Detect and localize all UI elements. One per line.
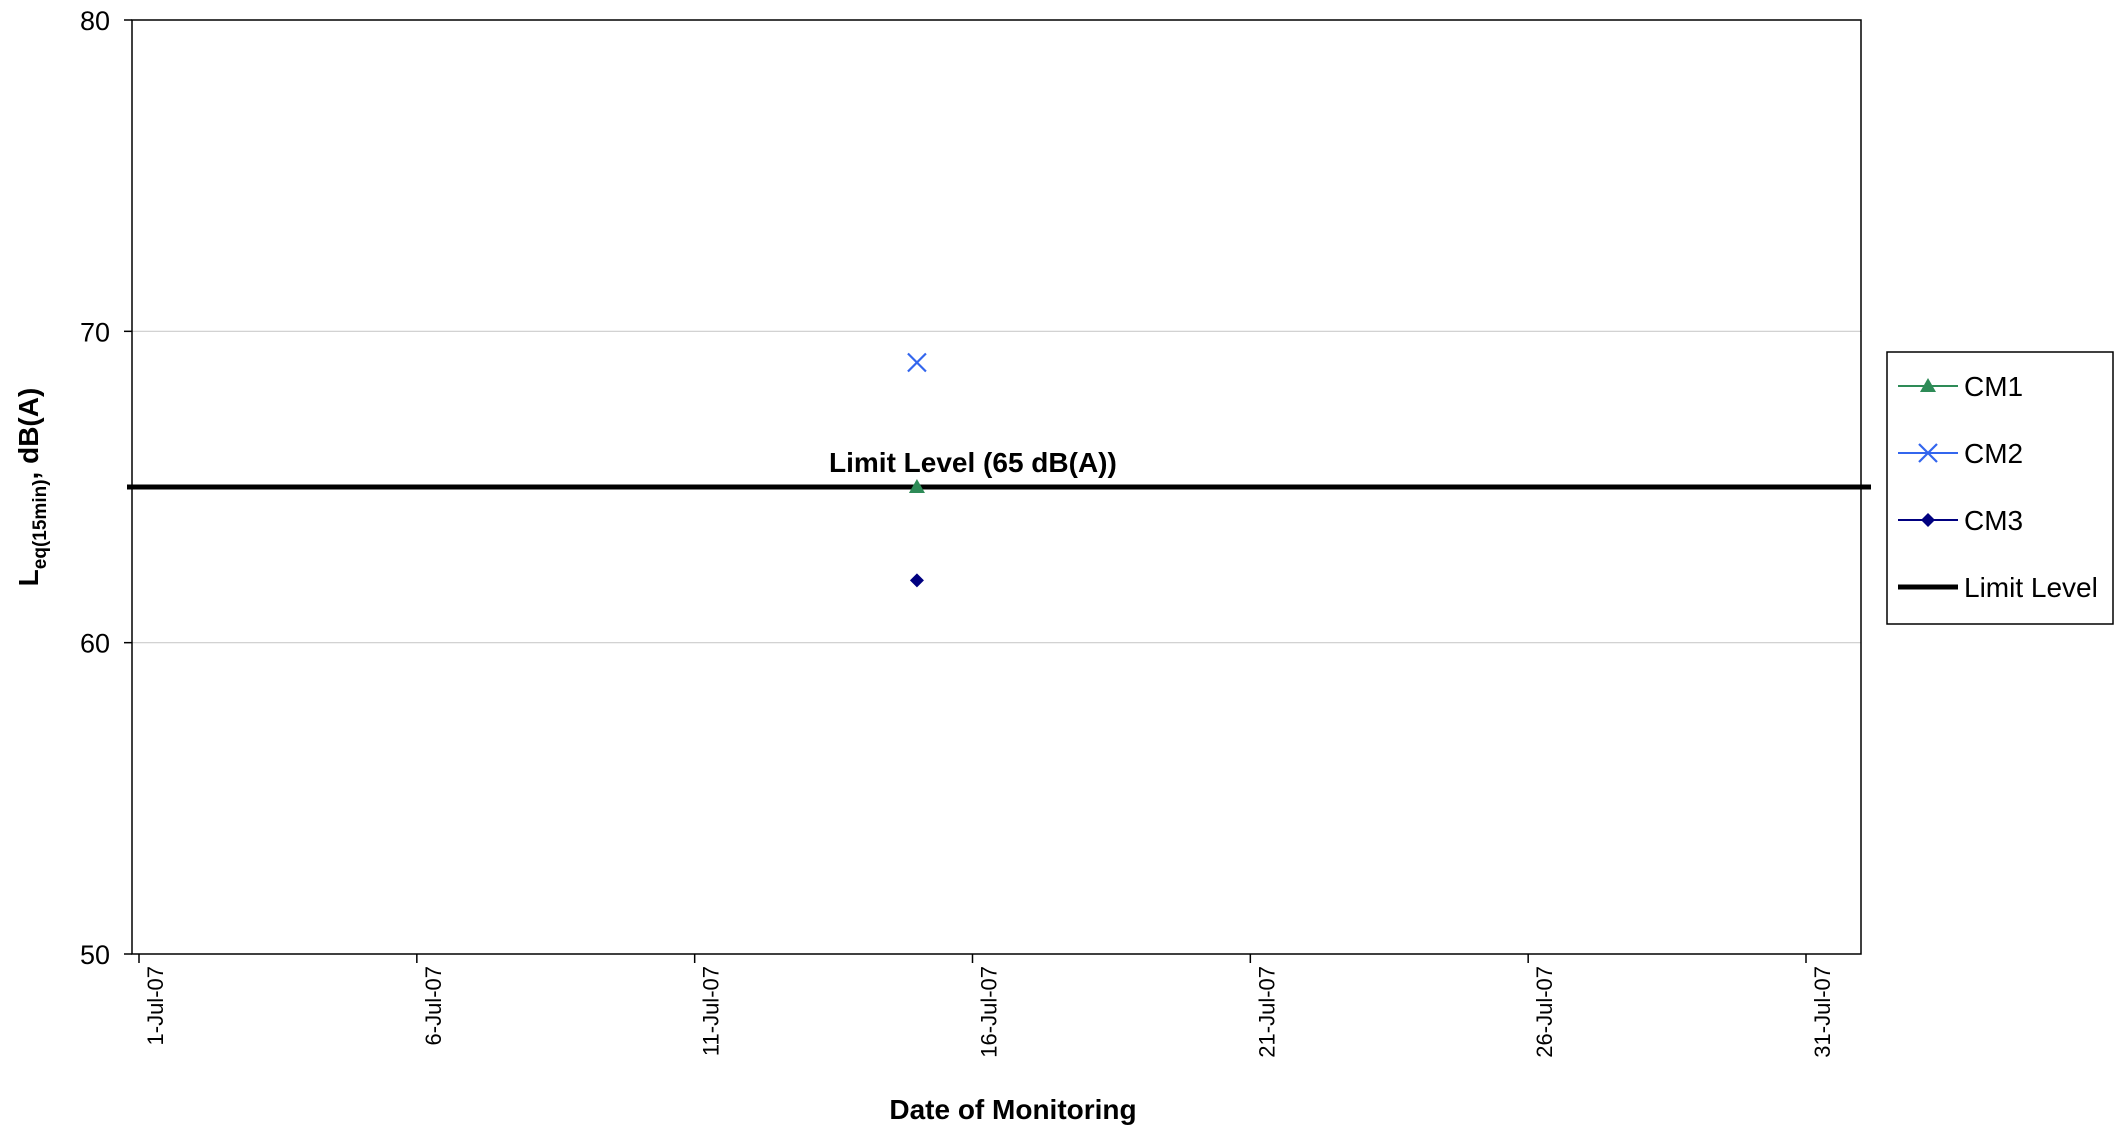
legend-label: CM1 xyxy=(1964,371,2023,402)
x-tick-label: 1-Jul-07 xyxy=(143,966,168,1045)
x-tick-label: 11-Jul-07 xyxy=(699,966,724,1056)
x-tick-label: 26-Jul-07 xyxy=(1532,966,1557,1058)
x-tick-label: 21-Jul-07 xyxy=(1254,966,1279,1058)
limit-annotation: Limit Level (65 dB(A)) xyxy=(829,447,1117,478)
legend: CM1 CM2 CM3 Limit Level xyxy=(1887,352,2113,624)
legend-label: CM3 xyxy=(1964,505,2023,536)
x-tick-label: 31-Jul-07 xyxy=(1810,966,1835,1058)
x-tick-label: 6-Jul-07 xyxy=(421,966,446,1045)
y-tick-label: 50 xyxy=(80,940,110,970)
y-tick-label: 60 xyxy=(80,629,110,659)
legend-label: CM2 xyxy=(1964,438,2023,469)
y-axis: 50 60 70 80 xyxy=(80,6,132,970)
y-tick-label: 80 xyxy=(80,6,110,36)
x-axis: 1-Jul-07 6-Jul-07 11-Jul-07 16-Jul-07 21-Jul… xyxy=(139,954,1835,1058)
y-axis-title: Leq(15min), dB(A) xyxy=(13,388,51,587)
x-axis-title: Date of Monitoring xyxy=(889,1094,1136,1125)
x-tick-label: 16-Jul-07 xyxy=(977,966,1002,1058)
y-tick-label: 70 xyxy=(80,317,110,347)
legend-label: Limit Level xyxy=(1964,572,2098,603)
